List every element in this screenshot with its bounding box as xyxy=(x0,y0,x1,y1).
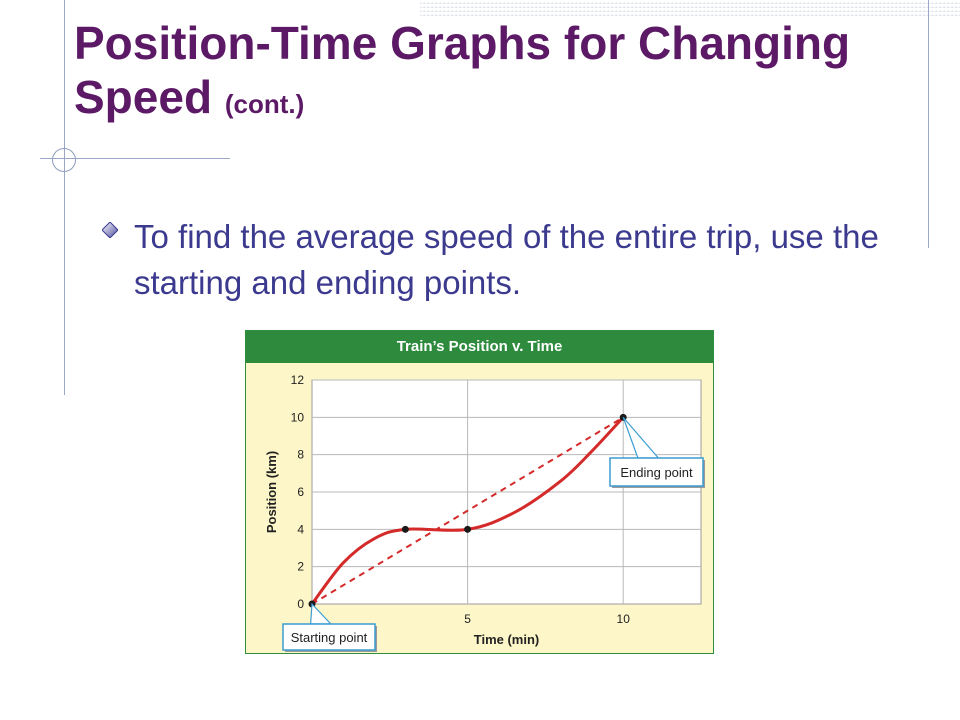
decor-vertical-line-right xyxy=(928,0,929,248)
x-axis-label: Time (min) xyxy=(474,632,540,647)
y-tick-label: 4 xyxy=(297,522,304,536)
y-tick-label: 0 xyxy=(297,597,304,611)
series-line-average xyxy=(311,416,624,605)
slide-title-main: Position-Time Graphs for Changing Speed xyxy=(74,17,851,123)
starting-point-callout-label: Starting point xyxy=(291,630,368,645)
chart-svg: 0 2 4 6 8 10 12 5 10 Time (min) Position (km) Start… xyxy=(264,373,705,652)
bullet-text: To find the average speed of the entire … xyxy=(134,218,879,301)
decor-horizontal-line xyxy=(40,158,230,159)
y-tick-label: 8 xyxy=(297,448,304,462)
ending-point-callout-label: Ending point xyxy=(620,465,693,480)
decor-circle xyxy=(52,148,76,172)
chart-title: Train’s Position v. Time xyxy=(246,331,713,363)
x-tick-label: 5 xyxy=(464,612,471,626)
slide-title-suffix: (cont.) xyxy=(224,89,305,119)
ending-point-callout-box xyxy=(609,457,704,487)
corner-texture xyxy=(420,0,960,18)
chart-panel: Train’s Position v. Time 0 2 4 6 8 10 12 5 10 Tim… xyxy=(245,330,714,654)
data-point xyxy=(464,525,472,533)
bullet-item: To find the average speed of the entire … xyxy=(102,214,882,306)
y-tick-label: 6 xyxy=(297,485,304,499)
slide-title: Position-Time Graphs for Changing Speed … xyxy=(74,16,874,131)
starting-point-callout-box xyxy=(282,623,376,651)
y-axis-label: Position (km) xyxy=(264,451,279,533)
starting-point-callout-pointer xyxy=(309,602,333,625)
y-tick-label: 12 xyxy=(291,373,305,387)
y-tick-label: 2 xyxy=(297,560,304,574)
diamond-bullet-icon xyxy=(102,222,118,238)
x-tick-label: 10 xyxy=(617,612,631,626)
decor-vertical-line-left xyxy=(64,0,65,395)
y-tick-label: 10 xyxy=(291,410,305,424)
data-point xyxy=(401,525,409,533)
